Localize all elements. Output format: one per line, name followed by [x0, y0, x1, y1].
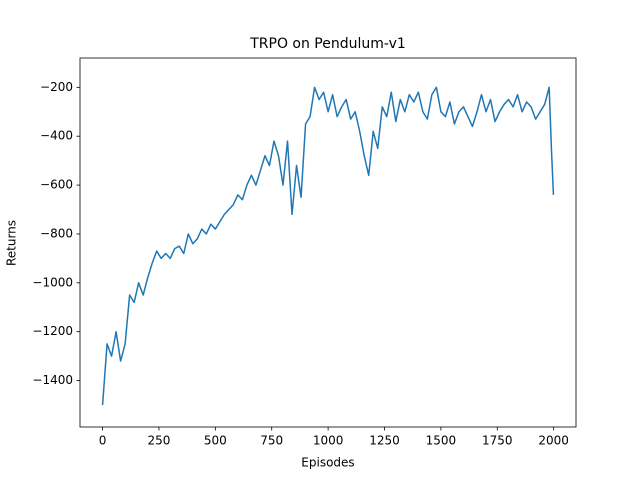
x-tick-label: 1500 [426, 434, 457, 448]
data-line [101, 86, 555, 406]
y-tick-label: −200 [40, 80, 73, 94]
x-tick-label: 0 [99, 434, 107, 448]
x-axis-label: Episodes [301, 456, 354, 470]
y-tick-label: −600 [40, 178, 73, 192]
x-tick-label: 1000 [313, 434, 344, 448]
y-tick-label: −400 [40, 129, 73, 143]
x-tick-label: 1750 [482, 434, 513, 448]
y-axis-label: Returns [5, 220, 19, 266]
x-tick-label: 250 [147, 434, 170, 448]
y-tick-label: −1000 [32, 275, 73, 289]
chart-title: TRPO on Pendulum-v1 [249, 36, 406, 52]
x-tick-label: 1250 [369, 434, 400, 448]
x-tick-label: 500 [204, 434, 227, 448]
y-tick-label: −1200 [32, 324, 73, 338]
x-tick-label: 2000 [538, 434, 569, 448]
y-tick-label: −1400 [32, 373, 73, 387]
y-tick-label: −800 [40, 226, 73, 240]
x-tick-label: 750 [260, 434, 283, 448]
plot-frame [79, 57, 577, 428]
